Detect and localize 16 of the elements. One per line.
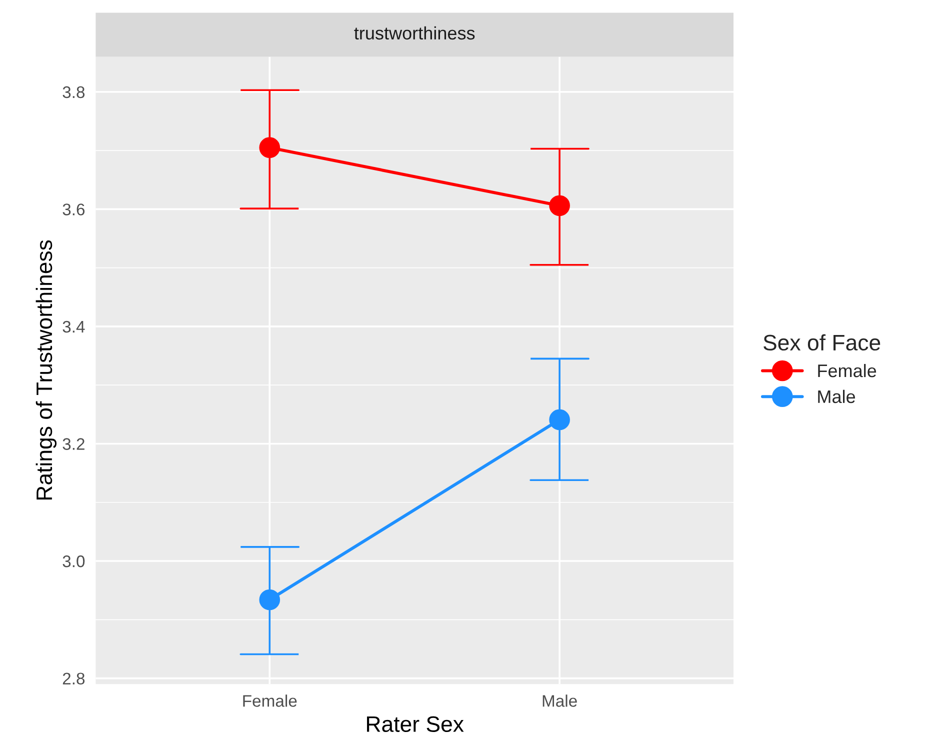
point [549, 409, 570, 430]
point [549, 195, 570, 216]
point [259, 589, 280, 610]
y-tick-label: 3.6 [62, 204, 85, 216]
chart-title: trustworthiness [354, 26, 475, 40]
y-tick-label: 3.8 [62, 86, 85, 98]
y-axis-title: Ratings of Trustworthiness [36, 240, 57, 500]
y-tick-label: 3.2 [62, 438, 84, 450]
point [259, 137, 280, 158]
legend-label: Female [818, 364, 876, 378]
y-tick-label: 3.0 [62, 555, 85, 568]
legend-title: Sex of Face [764, 334, 880, 351]
y-tick-label: 2.8 [62, 672, 85, 685]
legend-label: Male [818, 390, 856, 404]
x-axis-title: Rater Sex [367, 716, 464, 732]
y-tick-label: 3.4 [62, 320, 85, 333]
